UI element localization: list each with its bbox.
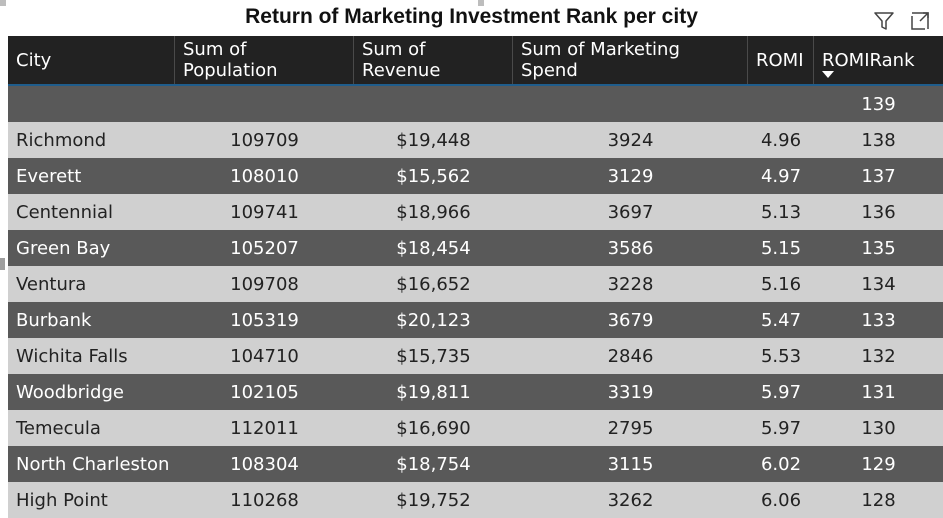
table-row[interactable]: Ventura 109708 $16,652 3228 5.16 134	[8, 266, 943, 302]
cell-marketing-spend: 3697	[607, 201, 654, 223]
cell-romi: 5.53	[760, 345, 802, 367]
cell-marketing-spend: 3586	[607, 237, 654, 259]
visual-side-handle[interactable]	[0, 258, 5, 270]
visual-corner-handle-top[interactable]	[478, 0, 484, 6]
cell-romi: 6.02	[760, 453, 802, 475]
filter-icon[interactable]	[873, 10, 895, 32]
cell-romirank: 137	[861, 165, 896, 187]
cell-city: High Point	[16, 489, 108, 511]
table-row[interactable]: Wichita Falls 104710 $15,735 2846 5.53 132	[8, 338, 943, 374]
sort-descending-icon	[822, 71, 834, 78]
column-header-romirank-label: ROMIRank	[822, 49, 915, 71]
table-row[interactable]: High Point 110268 $19,752 3262 6.06 128	[8, 482, 943, 518]
cell-revenue: $18,754	[396, 453, 471, 475]
cell-city: Everett	[16, 165, 82, 187]
cell-city: Richmond	[16, 129, 107, 151]
cell-romirank: 131	[861, 381, 896, 403]
visual-title: Return of Marketing Investment Rank per …	[245, 5, 698, 28]
cell-revenue: $19,448	[396, 129, 471, 151]
table-row[interactable]: 139	[8, 86, 943, 122]
cell-population: 105207	[230, 237, 299, 259]
cell-population: 108010	[230, 165, 299, 187]
visual-header-icons	[873, 10, 931, 32]
cell-revenue: $20,123	[396, 309, 471, 331]
cell-romirank: 133	[861, 309, 896, 331]
cell-romi: 5.97	[760, 417, 802, 439]
visual-corner-handle-left[interactable]	[0, 0, 6, 6]
table-row[interactable]: Burbank 105319 $20,123 3679 5.47 133	[8, 302, 943, 338]
focus-mode-icon[interactable]	[909, 10, 931, 32]
cell-city: Burbank	[16, 309, 92, 331]
cell-romi: 4.96	[760, 129, 802, 151]
data-table: City Sum of Population Sum of Revenue Su…	[8, 36, 943, 518]
cell-revenue: $18,966	[396, 201, 471, 223]
cell-population: 102105	[230, 381, 299, 403]
cell-population: 104710	[230, 345, 299, 367]
cell-romirank: 139	[861, 93, 896, 115]
cell-romi: 5.13	[760, 201, 802, 223]
column-header-marketing-spend[interactable]: Sum of Marketing Spend	[513, 36, 748, 84]
cell-revenue: $18,454	[396, 237, 471, 259]
cell-revenue: $15,562	[396, 165, 471, 187]
table-row[interactable]: Richmond 109709 $19,448 3924 4.96 138	[8, 122, 943, 158]
cell-romirank: 130	[861, 417, 896, 439]
cell-population: 110268	[230, 489, 299, 511]
cell-marketing-spend: 3129	[607, 165, 654, 187]
cell-romirank: 135	[861, 237, 896, 259]
cell-romi: 5.97	[760, 381, 802, 403]
cell-marketing-spend: 3262	[607, 489, 654, 511]
cell-romi: 4.97	[760, 165, 802, 187]
cell-romirank: 138	[861, 129, 896, 151]
cell-revenue: $16,690	[396, 417, 471, 439]
table-row[interactable]: Centennial 109741 $18,966 3697 5.13 136	[8, 194, 943, 230]
column-header-romi[interactable]: ROMI	[748, 36, 814, 84]
cell-population: 109709	[230, 129, 299, 151]
table-body: 139 Richmond 109709 $19,448 3924 4.96 138 Evere…	[8, 86, 943, 518]
cell-marketing-spend: 3228	[607, 273, 654, 295]
column-header-revenue[interactable]: Sum of Revenue	[354, 36, 513, 84]
cell-romirank: 136	[861, 201, 896, 223]
cell-romirank: 128	[861, 489, 896, 511]
column-header-romirank[interactable]: ROMIRank	[814, 36, 943, 84]
cell-city: Woodbridge	[16, 381, 124, 403]
cell-revenue: $19,811	[396, 381, 471, 403]
cell-population: 112011	[230, 417, 299, 439]
cell-romi: 5.16	[760, 273, 802, 295]
cell-city: Ventura	[16, 273, 87, 295]
cell-population: 108304	[230, 453, 299, 475]
cell-revenue: $16,652	[396, 273, 471, 295]
cell-revenue: $15,735	[396, 345, 471, 367]
cell-marketing-spend: 3924	[607, 129, 654, 151]
cell-city: North Charleston	[16, 453, 170, 475]
cell-population: 105319	[230, 309, 299, 331]
cell-marketing-spend: 2795	[607, 417, 654, 439]
cell-romirank: 134	[861, 273, 896, 295]
column-header-population[interactable]: Sum of Population	[175, 36, 354, 84]
cell-romi: 5.15	[760, 237, 802, 259]
cell-city: Centennial	[16, 201, 114, 223]
cell-marketing-spend: 3115	[607, 453, 654, 475]
cell-city: Wichita Falls	[16, 345, 128, 367]
table-row[interactable]: Green Bay 105207 $18,454 3586 5.15 135	[8, 230, 943, 266]
cell-marketing-spend: 3679	[607, 309, 654, 331]
cell-city: Temecula	[16, 417, 101, 439]
cell-marketing-spend: 2846	[607, 345, 654, 367]
cell-romi: 6.06	[760, 489, 802, 511]
cell-revenue: $19,752	[396, 489, 471, 511]
table-row[interactable]: Temecula 112011 $16,690 2795 5.97 130	[8, 410, 943, 446]
table-header: City Sum of Population Sum of Revenue Su…	[8, 36, 943, 86]
cell-population: 109708	[230, 273, 299, 295]
column-header-city[interactable]: City	[8, 36, 175, 84]
cell-population: 109741	[230, 201, 299, 223]
table-row[interactable]: North Charleston 108304 $18,754 3115 6.02 129	[8, 446, 943, 482]
table-row[interactable]: Everett 108010 $15,562 3129 4.97 137	[8, 158, 943, 194]
cell-romirank: 132	[861, 345, 896, 367]
table-row[interactable]: Woodbridge 102105 $19,811 3319 5.97 131	[8, 374, 943, 410]
cell-marketing-spend: 3319	[607, 381, 654, 403]
cell-romirank: 129	[861, 453, 896, 475]
cell-romi: 5.47	[760, 309, 802, 331]
cell-city: Green Bay	[16, 237, 111, 259]
